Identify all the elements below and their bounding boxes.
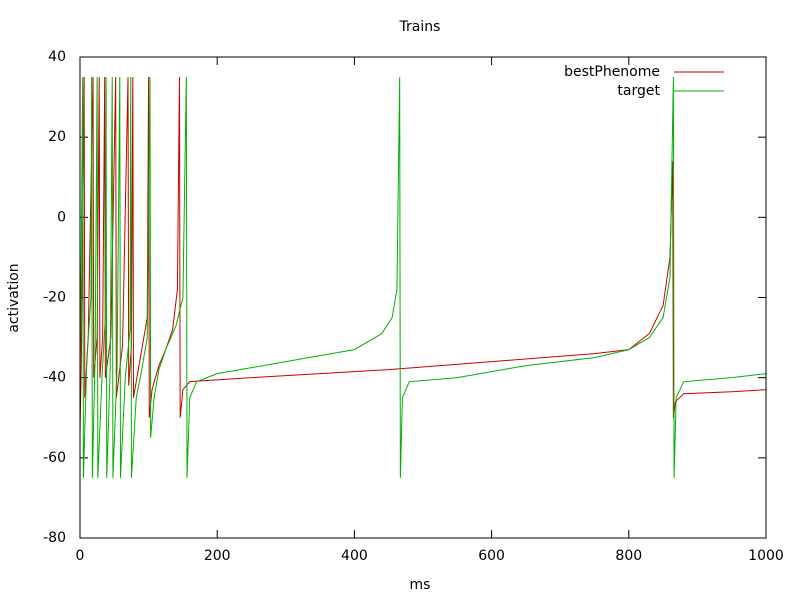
data-line bbox=[79, 77, 767, 478]
y-axis-label: activation bbox=[6, 263, 22, 332]
legend-label: target bbox=[617, 83, 660, 99]
x-axis-label: ms bbox=[410, 577, 431, 593]
y-tick-label: 20 bbox=[48, 129, 66, 145]
x-tick-label: 1000 bbox=[748, 548, 784, 564]
y-tick-label: -20 bbox=[43, 290, 66, 306]
x-tick-label: 600 bbox=[478, 548, 505, 564]
x-tick-label: 400 bbox=[341, 548, 368, 564]
x-tick-label: 0 bbox=[76, 548, 85, 564]
legend-label: bestPhenome bbox=[564, 64, 660, 80]
chart-title: Trains bbox=[399, 19, 441, 35]
y-tick-label: -40 bbox=[43, 370, 66, 386]
plot-border bbox=[79, 56, 767, 539]
y-tick-label: 40 bbox=[48, 49, 66, 65]
x-tick-label: 200 bbox=[204, 548, 231, 564]
y-tick-label: -80 bbox=[43, 530, 66, 546]
y-tick-label: -60 bbox=[43, 450, 66, 466]
y-tick-label: 0 bbox=[57, 209, 66, 225]
data-line bbox=[79, 77, 767, 434]
x-tick-label: 800 bbox=[615, 548, 642, 564]
